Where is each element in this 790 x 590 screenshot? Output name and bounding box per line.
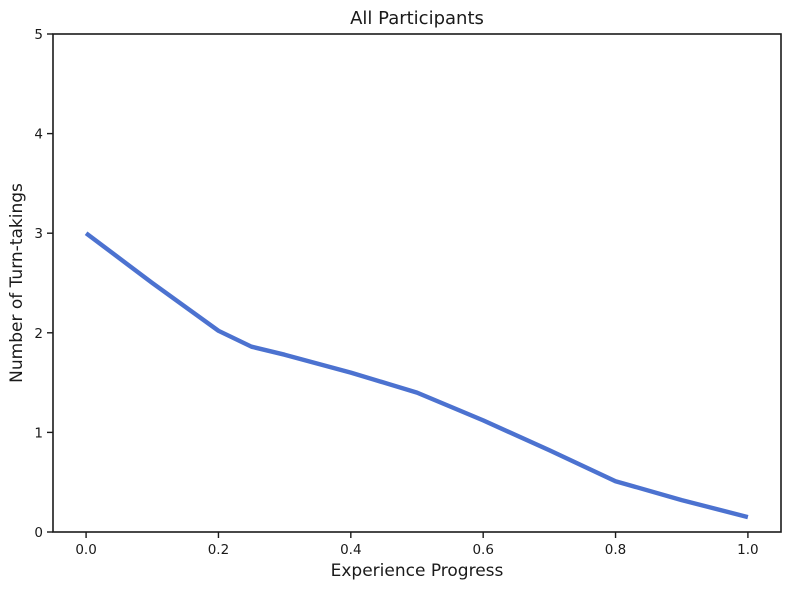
x-axis-ticks: 0.0 0.2 0.4 0.6 0.8 1.0: [75, 532, 759, 558]
series-line: [84, 231, 749, 520]
y-tick-label: 3: [34, 226, 43, 242]
y-axis-ticks: 0 1 2 3 4 5: [34, 27, 53, 541]
x-tick-label: 0.4: [340, 542, 361, 558]
x-tick-label: 0.8: [605, 542, 626, 558]
plot-area: [52, 33, 782, 533]
y-tick-label: 2: [34, 326, 43, 342]
x-tick-label: 0.6: [472, 542, 493, 558]
y-tick-label: 4: [34, 127, 43, 143]
x-tick-label: 1.0: [737, 542, 758, 558]
x-tick-label: 0.2: [208, 542, 229, 558]
y-tick-label: 1: [34, 425, 43, 441]
x-tick-label: 0.0: [75, 542, 96, 558]
x-axis-label: Experience Progress: [331, 561, 504, 581]
chart-title: All Participants: [350, 8, 484, 29]
y-tick-label: 0: [34, 525, 43, 541]
y-axis-label: Number of Turn-takings: [7, 183, 27, 383]
y-tick-label: 5: [34, 27, 43, 43]
data-series: [84, 231, 749, 520]
